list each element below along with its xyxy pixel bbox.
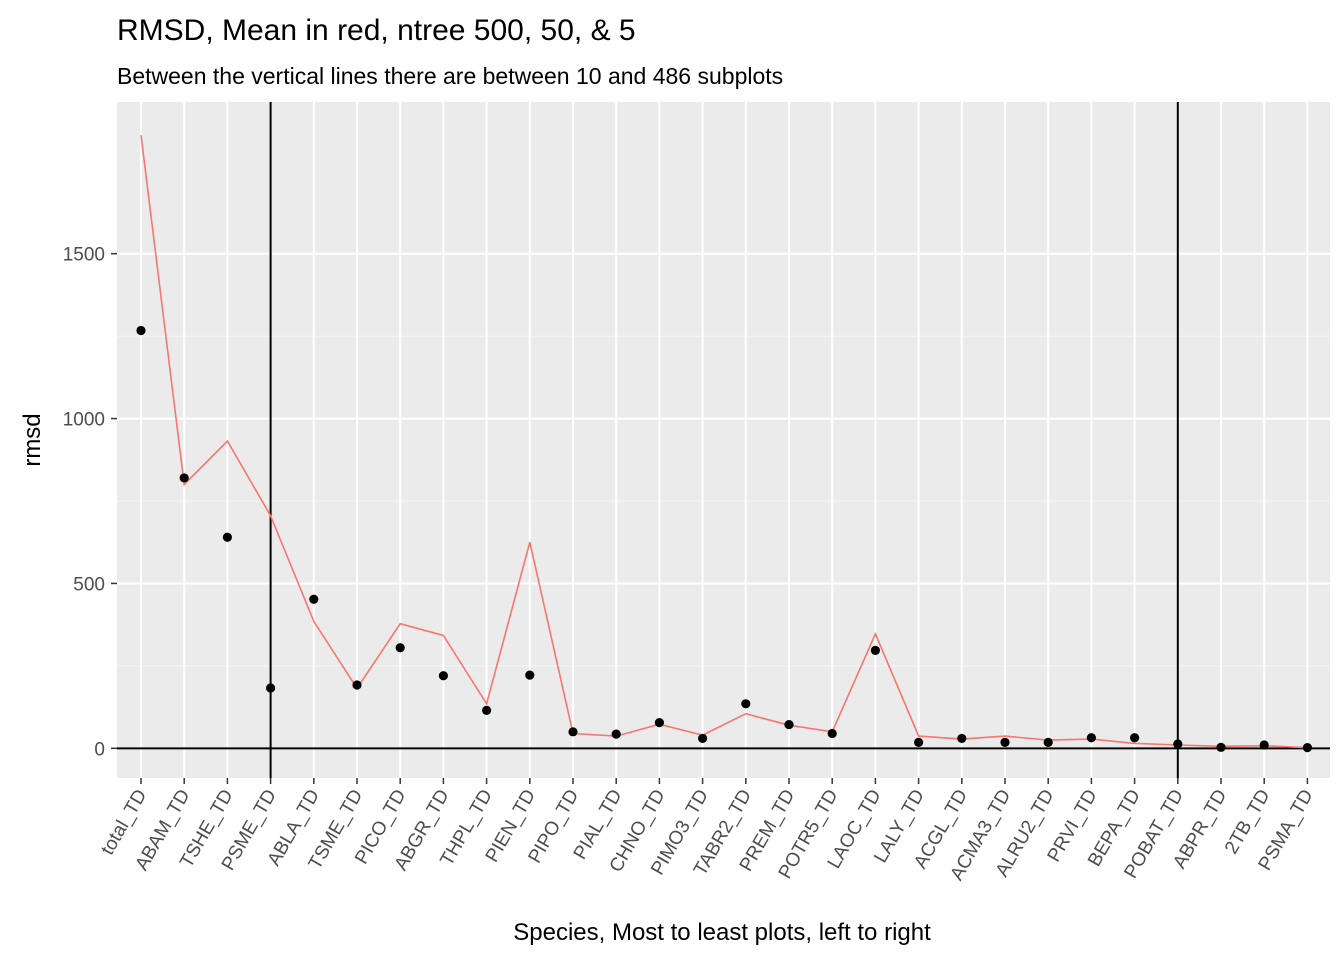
y-tick-label: 0 — [94, 739, 105, 760]
data-point-TSME_TD — [352, 680, 362, 690]
data-point-CHNO_TD — [654, 718, 665, 728]
data-point-PIPO_TD — [568, 727, 578, 737]
data-point-PICO_TD — [395, 643, 405, 653]
data-point-total_TD — [136, 325, 146, 336]
data-point-THPL_TD — [482, 705, 492, 716]
data-point-PSME_TD — [266, 683, 276, 693]
data-point-2TB_TD — [1259, 740, 1269, 750]
data-point-ABGR_TD — [438, 671, 448, 681]
y-tick-label: 1000 — [63, 410, 105, 431]
data-point-ABAM_TD — [179, 473, 189, 483]
data-point-ALRU2_TD — [1043, 737, 1053, 747]
data-point-PREM_TD — [784, 719, 794, 730]
chart-subtitle: Between the vertical lines there are bet… — [117, 63, 783, 89]
y-axis: 0 500 1000 1500 — [63, 245, 117, 760]
gridlines — [117, 102, 1330, 778]
data-point-PSMA_TD — [1302, 743, 1312, 753]
data-point-ABPR_TD — [1216, 742, 1226, 752]
data-point-PIMO3_TD — [698, 733, 708, 744]
data-point-ACMA3_TD — [1000, 737, 1010, 747]
data-point-PRVI_TD — [1086, 733, 1096, 743]
reference-lines — [117, 102, 1330, 778]
y-tick-label: 500 — [73, 574, 105, 595]
data-point-ABLA_TD — [309, 594, 319, 604]
data-point-TABR2_TD — [741, 699, 751, 709]
x-axis: total_TDABAM_TDTSHE_TDPSME_TDABLA_TDTSME… — [97, 778, 1318, 884]
data-point-LALY_TD — [914, 737, 924, 747]
data-point-BEPA_TD — [1130, 733, 1140, 743]
data-point-POTR5_TD — [827, 728, 837, 739]
y-axis-title: rmsd — [19, 413, 46, 466]
x-axis-title: Species, Most to least plots, left to ri… — [513, 919, 931, 946]
data-point-LAOC_TD — [870, 645, 881, 655]
mean-line — [140, 134, 1308, 749]
plot-panel — [117, 102, 1330, 778]
chart-title: RMSD, Mean in red, ntree 500, 50, & 5 — [117, 14, 636, 47]
data-point-POBAT_TD — [1173, 739, 1183, 749]
mean-line-series — [140, 134, 1308, 749]
data-point-TSHE_TD — [222, 532, 232, 542]
data-point-PIEN_TD — [525, 670, 535, 680]
y-tick-label: 1500 — [63, 245, 105, 266]
rmsd-points-series — [136, 325, 1312, 753]
data-point-ACGL_TD — [957, 733, 967, 744]
data-point-PIAL_TD — [611, 729, 621, 739]
